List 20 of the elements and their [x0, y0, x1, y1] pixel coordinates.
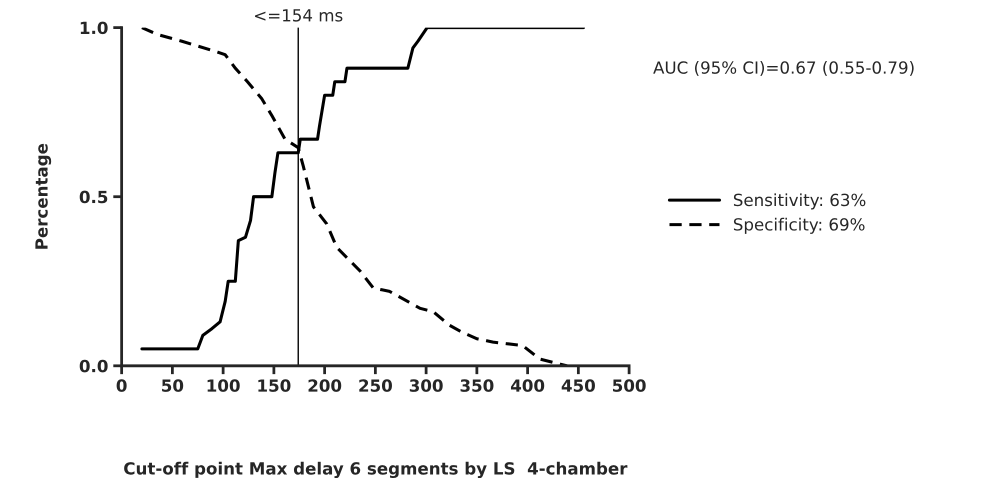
y-tick-label: 0.0: [80, 360, 108, 372]
x-tick-label: 300: [410, 379, 443, 392]
x-tick-label: 150: [258, 379, 290, 392]
x-tick-label: 200: [308, 379, 342, 392]
text: AUC (95% CI)=0.67 (0.55-0.79): [653, 60, 914, 76]
x-tick-label: 450: [562, 379, 595, 392]
x-tick-label: 500: [613, 379, 646, 392]
legend-label: Specificity: 69%: [734, 218, 865, 234]
x-tick-label: 50: [162, 379, 184, 392]
legend-label: Sensitivity: 63%: [734, 193, 866, 210]
x-tick-label: 250: [359, 379, 392, 392]
x-tick-label: 100: [208, 379, 240, 392]
y-tick-label: 0.5: [80, 190, 108, 204]
y-tick-label: 1.0: [80, 22, 108, 34]
annotation: <=154 ms: [255, 9, 342, 22]
x-axis-title: Cut-off point Max delay 6 segments by LS 4-chamber: [124, 462, 628, 478]
x-tick-label: 350: [460, 379, 494, 392]
x-tick-label: 0: [116, 379, 127, 392]
y-axis-title: Percentage: [35, 144, 52, 249]
x-tick-label: 400: [510, 379, 544, 392]
